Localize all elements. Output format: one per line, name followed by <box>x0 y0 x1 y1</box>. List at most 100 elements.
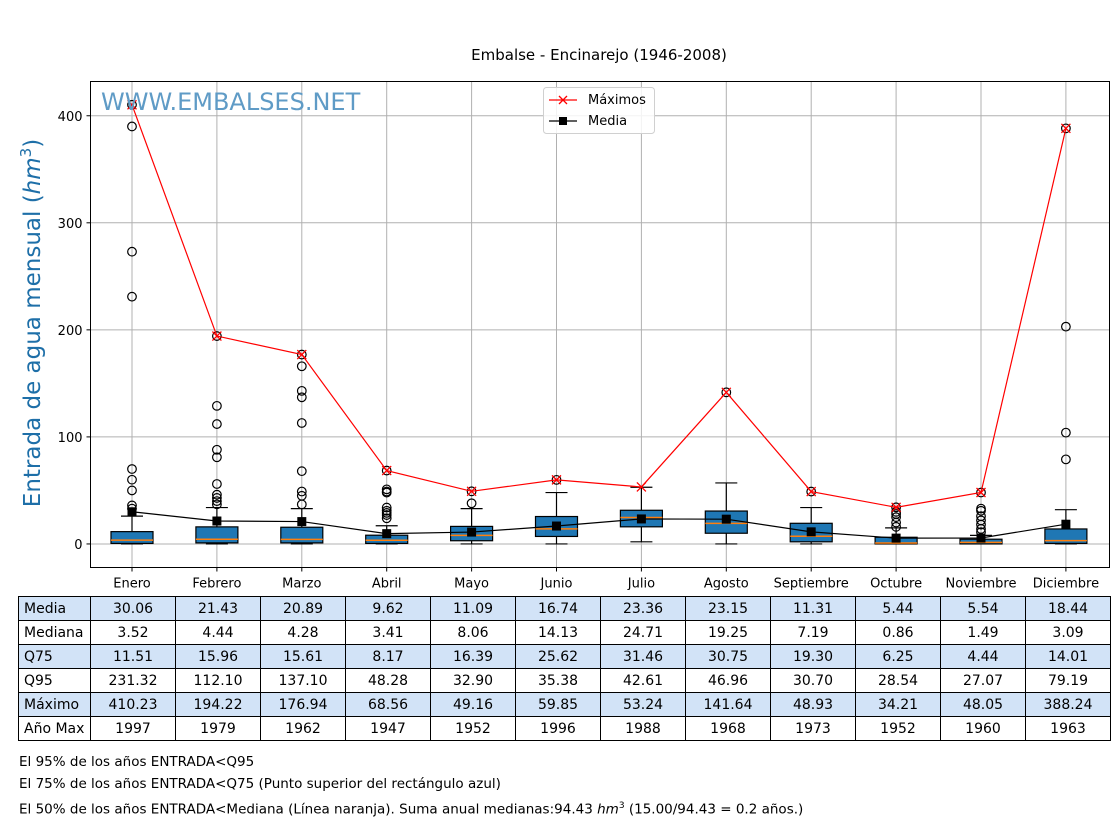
table-cell: 15.61 <box>260 644 346 669</box>
outlier-point <box>127 99 137 110</box>
table-cell: 141.64 <box>685 692 771 717</box>
box-iqr <box>1044 528 1088 545</box>
maximos-point <box>976 487 986 498</box>
table-row: Mediana 3.52 4.44 4.28 3.41 8.06 14.13 24.71 19.… <box>18 620 1111 645</box>
table-cell: 23.15 <box>685 596 771 621</box>
table-cell: 1996 <box>515 716 601 741</box>
table-cell: 30.75 <box>685 644 771 669</box>
table-cell: 4.44 <box>175 620 261 645</box>
chart-title: Embalse - Encinarejo (1946-2008) <box>471 46 727 64</box>
outlier-point <box>127 291 137 302</box>
x-tick-label: Diciembre <box>1033 577 1099 591</box>
outlier-point <box>127 474 137 485</box>
table-cell: 19.30 <box>770 644 856 669</box>
table-cell: 59.85 <box>515 692 601 717</box>
outlier-point <box>127 485 137 496</box>
plot-frame <box>90 81 1110 568</box>
table-cell: 8.17 <box>345 644 431 669</box>
outlier-point <box>976 524 986 534</box>
table-row: Q95 231.32 112.10 137.10 48.28 32.90 35.38 42.6… <box>18 668 1111 693</box>
table-cell: 11.51 <box>90 644 176 669</box>
watermark: WWW.EMBALSES.NET <box>101 88 361 116</box>
outlier-point <box>891 512 901 523</box>
table-cell: 1952 <box>855 716 941 741</box>
table-cell: 30.06 <box>90 596 176 621</box>
box-iqr <box>280 526 324 544</box>
table-cell: 14.13 <box>515 620 601 645</box>
notes: El 95% de los años ENTRADA<Q95 El 75% de… <box>19 751 803 821</box>
x-tick-label: Marzo <box>282 577 321 591</box>
media-point <box>467 527 477 537</box>
maximos-point <box>1060 123 1071 134</box>
table-row: Media 30.06 21.43 20.89 9.62 11.09 16.74 23.36 2… <box>18 596 1111 621</box>
note-unit-exp: 3 <box>618 801 625 811</box>
maximos-line <box>131 104 1067 508</box>
table-cell: 4.44 <box>940 644 1026 669</box>
outlier-point <box>296 361 307 372</box>
table-cell: 30.70 <box>770 668 856 693</box>
table-cell: 31.46 <box>600 644 686 669</box>
x-tick-label: Febrero <box>192 577 241 591</box>
outlier-point <box>211 400 222 411</box>
series-maximos <box>127 99 1071 513</box>
x-tick-label: Septiembre <box>774 577 849 591</box>
outlier-point <box>381 502 392 513</box>
row-label: Q75 <box>18 644 91 669</box>
table-row: Año Max 1997 1979 1962 1947 1952 1996 1988 1968 1… <box>18 716 1111 741</box>
media-point <box>552 521 561 531</box>
table-cell: 1963 <box>1025 716 1111 741</box>
boxes <box>110 99 1088 545</box>
outlier-point <box>211 331 222 341</box>
outlier-point <box>127 121 137 132</box>
outlier-point <box>211 452 222 463</box>
legend-media-label: Media <box>588 114 627 129</box>
outlier-point <box>211 499 222 510</box>
table-row: Máximo 410.23 194.22 176.94 68.56 49.16 59.85 5… <box>18 692 1111 717</box>
outlier-point <box>211 479 222 489</box>
table-cell: 49.16 <box>430 692 516 717</box>
table-cell: 410.23 <box>90 692 176 717</box>
note-mediana: El 50% de los años ENTRADA<Mediana (Líne… <box>19 795 803 821</box>
table-cell: 35.38 <box>515 668 601 693</box>
maximos-point <box>806 486 817 497</box>
x-tick-label: Julio <box>627 577 655 591</box>
outlier-point <box>891 521 901 532</box>
table-cell: 1952 <box>430 716 516 741</box>
table-cell: 1960 <box>940 716 1026 741</box>
y-axis-ticks: 0 100 200 300 400 <box>58 110 91 553</box>
outlier-point <box>1060 454 1071 465</box>
table-cell: 1997 <box>90 716 176 741</box>
outlier-point <box>296 499 307 510</box>
outlier-point <box>296 385 307 396</box>
outlier-point <box>127 246 137 257</box>
legend-maximos-marker <box>558 95 568 105</box>
maximos-point <box>636 481 647 492</box>
table-cell: 7.19 <box>770 620 856 645</box>
media-point <box>127 507 137 517</box>
outlier-point <box>1060 123 1071 134</box>
outlier-point <box>806 486 817 497</box>
y-axis-label-text: Entrada de agua mensual <box>20 211 46 508</box>
table-cell: 3.09 <box>1025 620 1111 645</box>
table-cell: 18.44 <box>1025 596 1111 621</box>
x-tick-label: Octubre <box>870 577 922 591</box>
table-cell: 79.19 <box>1025 668 1111 693</box>
outlier-point <box>381 513 392 524</box>
table-cell: 1988 <box>600 716 686 741</box>
maximos-point <box>211 331 222 341</box>
media-point <box>721 514 731 524</box>
table-cell: 16.39 <box>430 644 516 669</box>
media-point <box>976 533 986 543</box>
series-media <box>127 507 1071 543</box>
y-tick-label: 100 <box>58 431 83 446</box>
media-point <box>806 527 816 537</box>
table-cell: 48.05 <box>940 692 1026 717</box>
legend-box <box>543 87 655 134</box>
media-point <box>382 529 392 539</box>
legend-media-marker <box>559 117 567 125</box>
table-cell: 16.74 <box>515 596 601 621</box>
table-cell: 137.10 <box>260 668 346 693</box>
table-cell: 8.06 <box>430 620 516 645</box>
row-label: Media <box>18 596 91 621</box>
box-enero <box>110 99 154 545</box>
